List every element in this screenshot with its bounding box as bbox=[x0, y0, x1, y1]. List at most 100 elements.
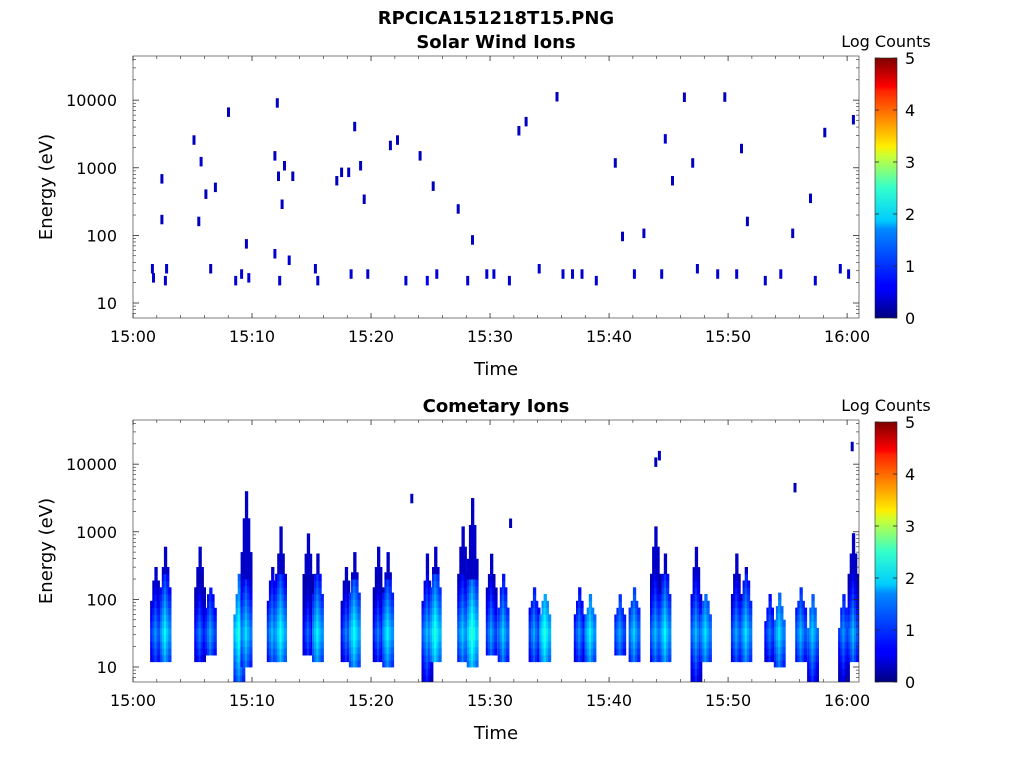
x-tick-label: 15:00 bbox=[110, 691, 156, 710]
data-cell bbox=[275, 627, 279, 635]
data-cell bbox=[161, 587, 166, 595]
data-cell bbox=[318, 641, 322, 649]
data-cell bbox=[740, 654, 744, 663]
data-cell bbox=[635, 654, 639, 663]
data-cell bbox=[652, 641, 656, 649]
data-cell bbox=[353, 592, 357, 600]
data-cell bbox=[244, 592, 249, 600]
data-cell bbox=[320, 654, 324, 663]
data-cell bbox=[312, 654, 316, 663]
data-cell bbox=[351, 612, 355, 621]
data-cell bbox=[271, 621, 275, 629]
data-cell bbox=[268, 594, 273, 602]
data-cell bbox=[630, 627, 634, 635]
data-cell bbox=[851, 600, 856, 608]
data-cell bbox=[161, 648, 166, 656]
data-cell bbox=[735, 648, 739, 656]
data-cell bbox=[780, 633, 784, 641]
data-cell bbox=[846, 661, 850, 669]
panel-title: Solar Wind Ions bbox=[416, 32, 575, 53]
data-cell bbox=[268, 614, 273, 622]
data-cell bbox=[502, 648, 506, 656]
data-cell bbox=[316, 621, 320, 629]
data-cell bbox=[797, 634, 801, 642]
data-cell bbox=[854, 641, 858, 649]
data-cell bbox=[696, 580, 701, 588]
data-cell bbox=[659, 607, 663, 615]
x-tick-label: 16:00 bbox=[824, 691, 870, 710]
data-cell bbox=[780, 612, 784, 621]
data-cell bbox=[844, 634, 848, 642]
data-cell bbox=[547, 634, 552, 642]
data-cell bbox=[471, 545, 475, 553]
data-cell bbox=[509, 518, 513, 528]
data-cell bbox=[268, 627, 273, 635]
data-cell bbox=[471, 525, 475, 533]
data-cell bbox=[768, 621, 772, 629]
data-cell bbox=[849, 641, 853, 649]
data-cell bbox=[244, 504, 249, 512]
data-cell bbox=[535, 600, 539, 608]
data-cell bbox=[266, 641, 271, 649]
data-cell bbox=[706, 607, 710, 615]
data-cell bbox=[490, 580, 494, 588]
data-cell bbox=[692, 675, 696, 682]
data-cell bbox=[194, 594, 198, 602]
data-cell bbox=[249, 552, 253, 560]
data-cell bbox=[699, 607, 703, 615]
data-cell bbox=[271, 594, 275, 602]
data-cell bbox=[304, 553, 308, 561]
data-cell bbox=[372, 614, 376, 622]
data-cell bbox=[666, 600, 670, 608]
data-cell bbox=[161, 573, 166, 581]
data-cell bbox=[578, 641, 582, 649]
data-cell bbox=[152, 587, 156, 595]
data-cell bbox=[746, 621, 751, 629]
data-cell bbox=[690, 607, 694, 615]
data-cell bbox=[704, 648, 708, 656]
data-cell bbox=[668, 621, 672, 629]
data-cell bbox=[316, 648, 320, 656]
data-cell bbox=[700, 634, 704, 642]
data-cell bbox=[654, 580, 658, 588]
data-cell bbox=[795, 641, 799, 649]
data-cell bbox=[425, 275, 429, 286]
data-cell bbox=[696, 621, 701, 629]
data-cell bbox=[811, 634, 815, 642]
data-cell bbox=[618, 594, 622, 602]
data-cell bbox=[780, 646, 784, 654]
data-cell bbox=[347, 580, 351, 588]
data-cell bbox=[427, 580, 432, 588]
data-cell bbox=[344, 654, 349, 663]
data-cell bbox=[780, 640, 784, 648]
data-cell bbox=[854, 654, 858, 663]
data-cell bbox=[202, 641, 206, 649]
data-cell bbox=[735, 634, 739, 642]
data-cell bbox=[425, 661, 430, 669]
data-cell bbox=[539, 621, 543, 629]
data-cell bbox=[166, 648, 170, 656]
data-cell bbox=[766, 614, 770, 622]
data-cell bbox=[372, 594, 376, 602]
data-cell bbox=[198, 614, 202, 622]
data-cell bbox=[381, 587, 385, 595]
data-cell bbox=[159, 600, 163, 608]
data-cell bbox=[279, 594, 283, 602]
data-cell bbox=[344, 614, 349, 622]
data-cell bbox=[471, 538, 475, 546]
data-cell bbox=[856, 573, 859, 581]
data-cell bbox=[347, 594, 351, 602]
data-cell bbox=[661, 648, 665, 656]
data-cell bbox=[735, 607, 739, 615]
data-cell bbox=[530, 648, 535, 656]
data-cell bbox=[506, 627, 510, 635]
data-cell bbox=[423, 655, 427, 663]
data-cell bbox=[588, 607, 593, 615]
data-cell bbox=[815, 655, 819, 663]
data-cell bbox=[468, 538, 473, 546]
data-cell bbox=[353, 579, 357, 587]
data-cell bbox=[374, 607, 379, 615]
data-cell bbox=[271, 654, 275, 663]
data-cell bbox=[316, 641, 320, 649]
data-cell bbox=[344, 594, 349, 602]
